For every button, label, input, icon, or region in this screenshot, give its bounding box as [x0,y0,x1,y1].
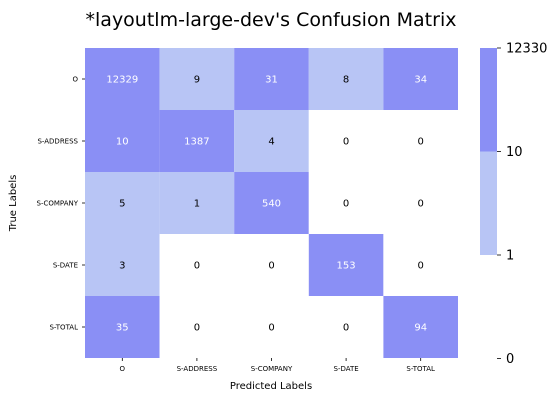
y-tick-labels: O S-ADDRESS S-COMPANY S-DATE S-TOTAL [37,76,85,332]
cell-value-label: 35 [116,323,129,334]
heatmap-cell [308,110,384,172]
heatmap-cell [308,172,384,234]
cell-value-label: 0 [194,261,200,272]
cell-value-label: 31 [265,75,278,86]
cell-value-label: 3 [119,261,125,272]
y-tick-label: O [72,76,78,84]
heatmap-cell [383,48,458,110]
heatmap-cell [85,110,160,172]
heatmap-cell [234,110,309,172]
heatmap-cell [85,48,160,110]
y-tick-label: S-ADDRESS [37,138,78,146]
cell-value-label: 9 [194,75,200,86]
colorbar-tick-label: 10 [506,145,523,160]
heatmap-cell [383,110,458,172]
y-tick-label: S-DATE [53,262,78,270]
heatmap-cell [234,296,309,358]
colorbar-tick-label: 0 [506,352,514,367]
heatmap-cell [159,110,235,172]
heatmap-cell [159,48,235,110]
cell-value-label: 153 [337,261,356,272]
cell-value-label: 0 [418,199,424,210]
heatmap-cell [159,234,235,296]
y-tick-label: S-COMPANY [37,200,79,208]
x-tick-labels: O S-ADDRESS S-COMPANY S-DATE S-TOTAL [120,358,435,373]
cell-value-label: 0 [268,323,274,334]
heatmap-cell [383,234,458,296]
heatmap-cell [234,172,309,234]
heatmap-cell [234,48,309,110]
heatmap-cell [383,296,458,358]
x-tick-label: S-COMPANY [251,365,293,373]
heatmap-cell [159,172,235,234]
cell-value-label: 12329 [106,75,138,86]
cell-value-label: 8 [343,75,349,86]
x-tick-label: S-TOTAL [406,365,435,373]
cell-value-label: 540 [262,199,281,210]
heatmap-cell [308,48,384,110]
cell-value-label: 0 [343,199,349,210]
chart-title: *layoutlm-large-dev's Confusion Matrix [86,9,457,31]
colorbar-segment [480,255,497,359]
colorbar-segment [480,48,497,152]
cell-value-label: 0 [343,137,349,148]
heatmap-cell [308,234,384,296]
x-axis-label: Predicted Labels [230,381,312,392]
x-tick-label: S-DATE [334,365,359,373]
colorbar-tick-label: 12330 [506,42,547,57]
cell-value-label: 4 [268,137,274,148]
heatmap-cell [234,234,309,296]
cell-value-label: 94 [414,323,427,334]
colorbar-tick-label: 1 [506,249,514,264]
cell-value-label: 0 [418,137,424,148]
heatmap-cell [308,296,384,358]
heatmap-cell [85,234,160,296]
x-tick-label: S-ADDRESS [177,365,218,373]
cell-value-label: 0 [268,261,274,272]
heatmap-cell [159,296,235,358]
cell-value-label: 10 [116,137,129,148]
cell-value-label: 1 [194,199,200,210]
cell-value-label: 1387 [184,137,209,148]
y-axis-label: True Labels [8,175,19,233]
heatmap-cells: 12329 9 31 8 34 10 1387 4 0 0 5 1 540 0 0 3 0 0 153 0 35 0 0 0 9… [85,48,458,358]
cell-value-label: 0 [343,323,349,334]
x-tick-label: O [120,365,126,373]
cell-value-label: 5 [119,199,125,210]
heatmap-cell [85,172,160,234]
cell-value-label: 34 [414,75,427,86]
cell-value-label: 0 [194,323,200,334]
heatmap-cell [383,172,458,234]
colorbar-segment [480,151,497,255]
cell-value-label: 0 [418,261,424,272]
heatmap-cell [85,296,160,358]
y-tick-label: S-TOTAL [49,324,78,332]
